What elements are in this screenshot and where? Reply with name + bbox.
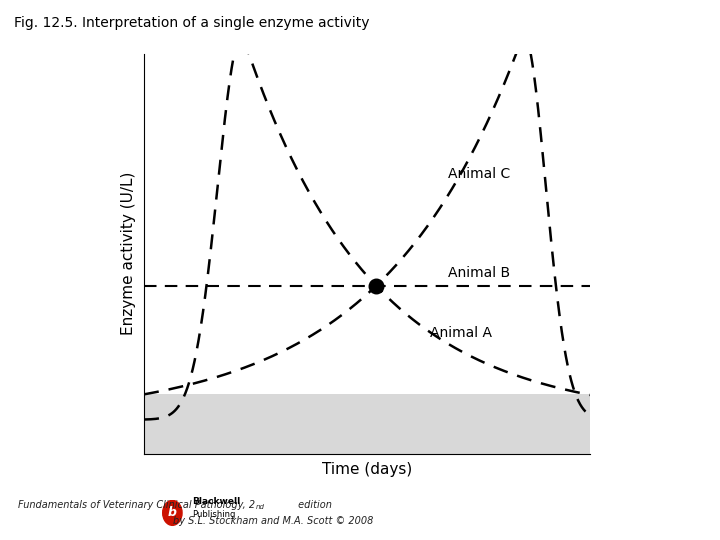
Text: Publishing: Publishing [192,510,235,519]
Text: Fundamentals of Veterinary Clinical Pathology, 2: Fundamentals of Veterinary Clinical Path… [19,500,256,510]
Text: nd: nd [256,504,265,510]
Circle shape [163,501,182,525]
Bar [144,394,590,454]
Text: Animal C: Animal C [448,167,510,181]
Text: Fig. 12.5. Interpretation of a single enzyme activity: Fig. 12.5. Interpretation of a single en… [14,16,370,30]
Y-axis label: Enzyme activity (U/L): Enzyme activity (U/L) [121,172,135,335]
X-axis label: Time (days): Time (days) [322,462,413,477]
Text: b: b [168,507,177,519]
Text: Blackwell: Blackwell [192,497,240,506]
Text: by S.L. Stockham and M.A. Scott © 2008: by S.L. Stockham and M.A. Scott © 2008 [174,516,374,526]
Text: Animal A: Animal A [430,326,492,340]
Text: edition: edition [295,500,332,510]
Text: Animal B: Animal B [448,266,510,280]
Point [370,281,382,290]
